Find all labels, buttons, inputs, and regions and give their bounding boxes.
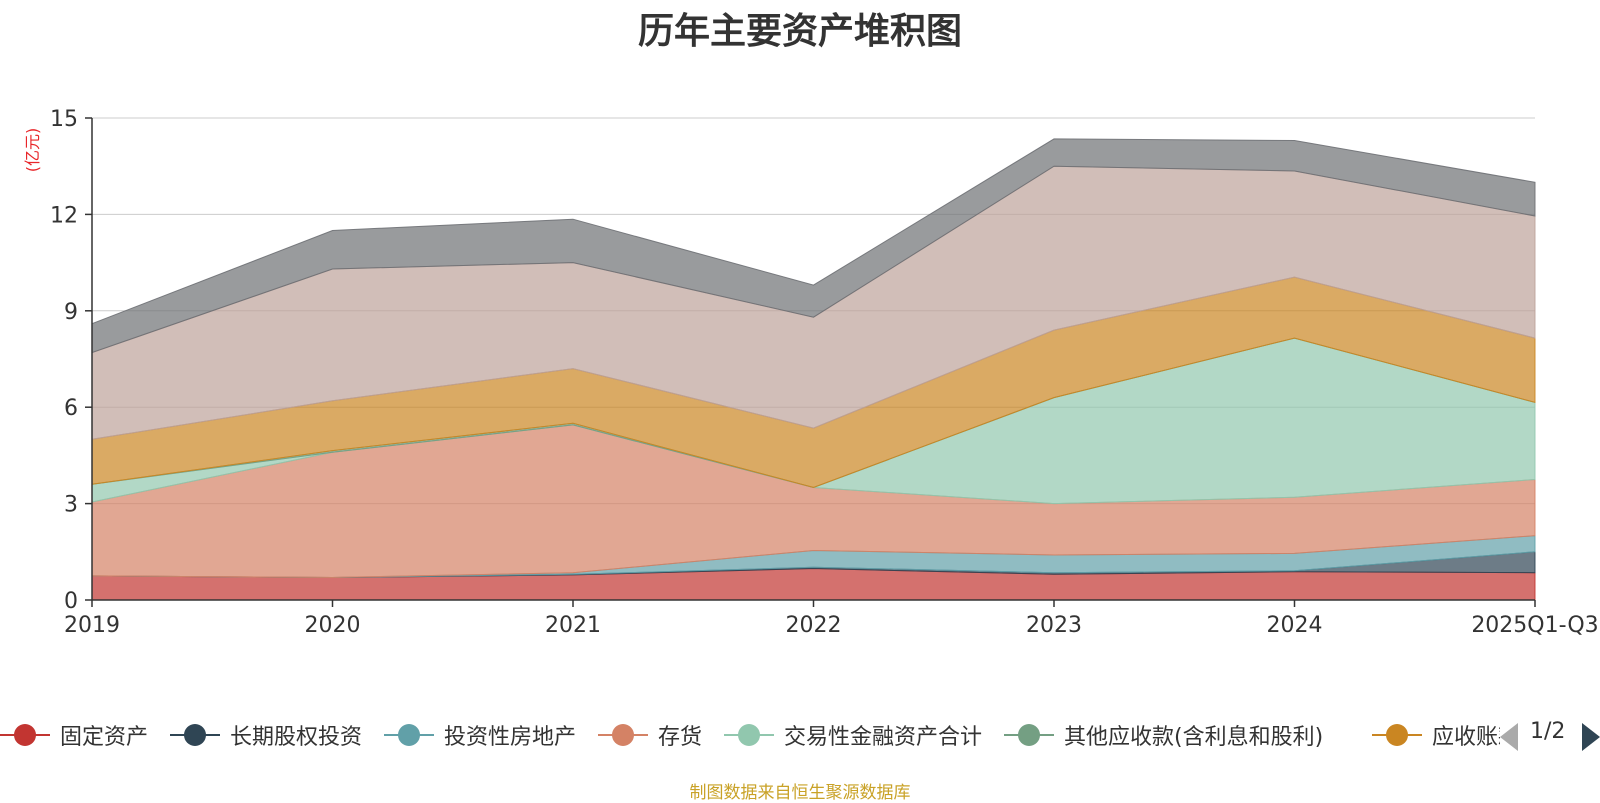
legend-label: 应收账款	[1432, 725, 1500, 750]
y-tick-label: 0	[64, 589, 78, 614]
y-ticks: 0 3 6 9 12 15	[50, 107, 92, 614]
x-ticks: 2019 2020 2021 2022 2023 2024 2025Q1-Q3	[64, 600, 1599, 638]
data-source-note: 制图数据来自恒生聚源数据库	[689, 783, 911, 803]
legend-label: 其他应收款(含利息和股利)	[1064, 725, 1324, 750]
y-tick-label: 9	[64, 300, 78, 325]
area-series	[91, 138, 1536, 601]
x-tick-label: 2022	[786, 613, 842, 638]
legend-label: 投资性房地产	[444, 725, 577, 750]
legend-marker-icon	[384, 723, 434, 747]
chart-title: 历年主要资产堆积图	[637, 11, 962, 52]
y-tick-label: 12	[50, 203, 78, 228]
legend-item[interactable]: 投资性房地产	[384, 715, 576, 755]
x-tick-label: 2020	[305, 613, 361, 638]
y-tick-label: 6	[64, 396, 78, 421]
y-tick-label: 3	[64, 493, 78, 518]
stacked-area-chart: 0 3 6 9 12 15 2019 2020 2021 2022 2023 2024 2025Q1-…	[50, 107, 1599, 638]
x-tick-label: 2019	[64, 613, 120, 638]
legend-marker-icon	[598, 723, 648, 747]
legend-item[interactable]: 交易性金融资产合计	[724, 715, 982, 755]
legend-marker-icon	[170, 723, 220, 747]
legend-item[interactable]: 应收账款	[1372, 715, 1500, 755]
legend-marker-icon	[1004, 723, 1054, 747]
area-series-8[interactable]	[91, 138, 1536, 354]
legend-next-page-icon[interactable]	[1582, 723, 1600, 751]
legend: 固定资产 长期股权投资 投资性房地产 存货 交易性金融资产合计 其他应收款(含利息和股利)…	[0, 715, 1500, 755]
legend-marker-icon	[1372, 723, 1422, 747]
x-tick-label: 2021	[545, 613, 601, 638]
x-tick-label: 2024	[1267, 613, 1323, 638]
legend-page-indicator: 1/2	[1530, 719, 1566, 744]
legend-label: 长期股权投资	[230, 725, 363, 750]
legend-item[interactable]: 其他应收款(含利息和股利)	[1004, 715, 1323, 755]
legend-label: 存货	[658, 725, 703, 750]
legend-item[interactable]: 长期股权投资	[170, 715, 362, 755]
x-tick-label: 2025Q1-Q3	[1471, 613, 1598, 638]
legend-item[interactable]: 存货	[598, 715, 702, 755]
legend-item[interactable]: 固定资产	[0, 715, 148, 755]
legend-prev-page-icon[interactable]	[1500, 723, 1518, 751]
legend-label: 固定资产	[60, 725, 149, 750]
legend-label: 交易性金融资产合计	[784, 725, 983, 750]
y-tick-label: 15	[50, 107, 78, 132]
legend-marker-icon	[724, 723, 774, 747]
legend-marker-icon	[0, 723, 50, 747]
legend-pager: 1/2	[1500, 715, 1600, 755]
x-tick-label: 2023	[1026, 613, 1082, 638]
